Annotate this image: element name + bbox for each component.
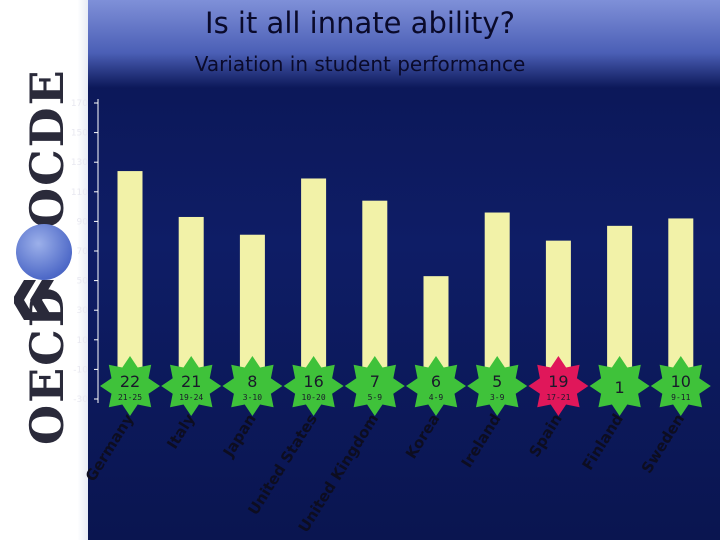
bar-sweden <box>668 218 694 372</box>
y-tick-label: -30 <box>73 395 88 405</box>
rank-star-ireland <box>467 356 528 416</box>
bar-spain <box>545 240 571 372</box>
bar-finland <box>607 225 633 372</box>
country-label: Spain <box>525 411 565 461</box>
rank-range-label: 19-24 <box>179 393 203 402</box>
country-label: Germany <box>82 410 138 484</box>
logo-globe-icon <box>16 224 72 280</box>
rank-label: 10 <box>671 372 691 391</box>
bar-united-kingdom <box>362 200 388 372</box>
bars <box>117 171 694 372</box>
rank-stars: 2221-252119-2483-101610-2075-964-953-919… <box>100 356 711 416</box>
rank-star-finland <box>589 356 650 416</box>
rank-star-sweden <box>650 356 711 416</box>
y-tick-label: -10 <box>73 365 88 375</box>
rank-star-korea <box>406 356 466 416</box>
rank-range-label: 4-9 <box>429 393 444 402</box>
rank-label: 5 <box>492 372 502 391</box>
rank-label: 19 <box>548 372 568 391</box>
rank-range-label: 3-10 <box>243 393 262 402</box>
rank-range-label: 5-9 <box>368 393 383 402</box>
bar-germany <box>117 171 143 372</box>
y-tick-label: 50 <box>77 277 89 287</box>
bar-united-states <box>301 178 327 372</box>
rank-label: 1 <box>615 378 625 397</box>
rank-label: 8 <box>247 372 257 391</box>
bar-italy <box>178 216 204 372</box>
rank-range-label: 21-25 <box>118 393 142 402</box>
y-axis: 170 150 130 110 90 70 50 30 10 -10 -30 <box>71 99 99 405</box>
y-tick-label: 110 <box>71 188 88 198</box>
rank-label: 6 <box>431 372 441 391</box>
logo-chevrons-icon <box>14 280 54 320</box>
country-label: Finland <box>578 411 627 474</box>
y-tick-label: 150 <box>71 129 88 139</box>
y-tick-label: 170 <box>71 99 88 109</box>
country-label: Sweden <box>638 411 688 477</box>
rank-range-label: 9-11 <box>671 393 690 402</box>
rank-label: 21 <box>181 372 201 391</box>
slide-title: Is it all innate ability? <box>205 6 515 40</box>
rank-label: 22 <box>120 372 140 391</box>
country-label: Japan <box>219 411 260 461</box>
rank-star-united-states <box>283 356 344 416</box>
country-label: Ireland <box>458 411 505 471</box>
rank-range-label: 3-9 <box>490 393 505 402</box>
rank-range-label: 10-20 <box>302 393 326 402</box>
rank-star-united-kingdom <box>344 356 405 416</box>
rank-star-germany <box>100 356 160 416</box>
y-tick-label: 130 <box>71 158 88 168</box>
rank-star-japan <box>222 356 283 416</box>
y-tick-label: 90 <box>77 217 89 227</box>
y-tick-label: 70 <box>77 247 89 257</box>
y-tick-label: 30 <box>77 306 89 316</box>
oecd-logo: OCDE OECD <box>0 0 88 540</box>
rank-range-label: 17-21 <box>546 393 570 402</box>
rank-label: 16 <box>303 372 323 391</box>
rank-label: 7 <box>370 372 380 391</box>
bar-japan <box>239 234 265 372</box>
rank-star-spain <box>528 356 589 416</box>
slide-subtitle: Variation in student performance <box>194 52 526 76</box>
rank-star-italy <box>161 356 222 416</box>
bar-ireland <box>484 212 510 372</box>
country-label: Korea <box>402 411 443 462</box>
title-band <box>88 0 720 88</box>
country-label: Italy <box>163 410 198 452</box>
y-tick-label: 10 <box>77 336 89 346</box>
